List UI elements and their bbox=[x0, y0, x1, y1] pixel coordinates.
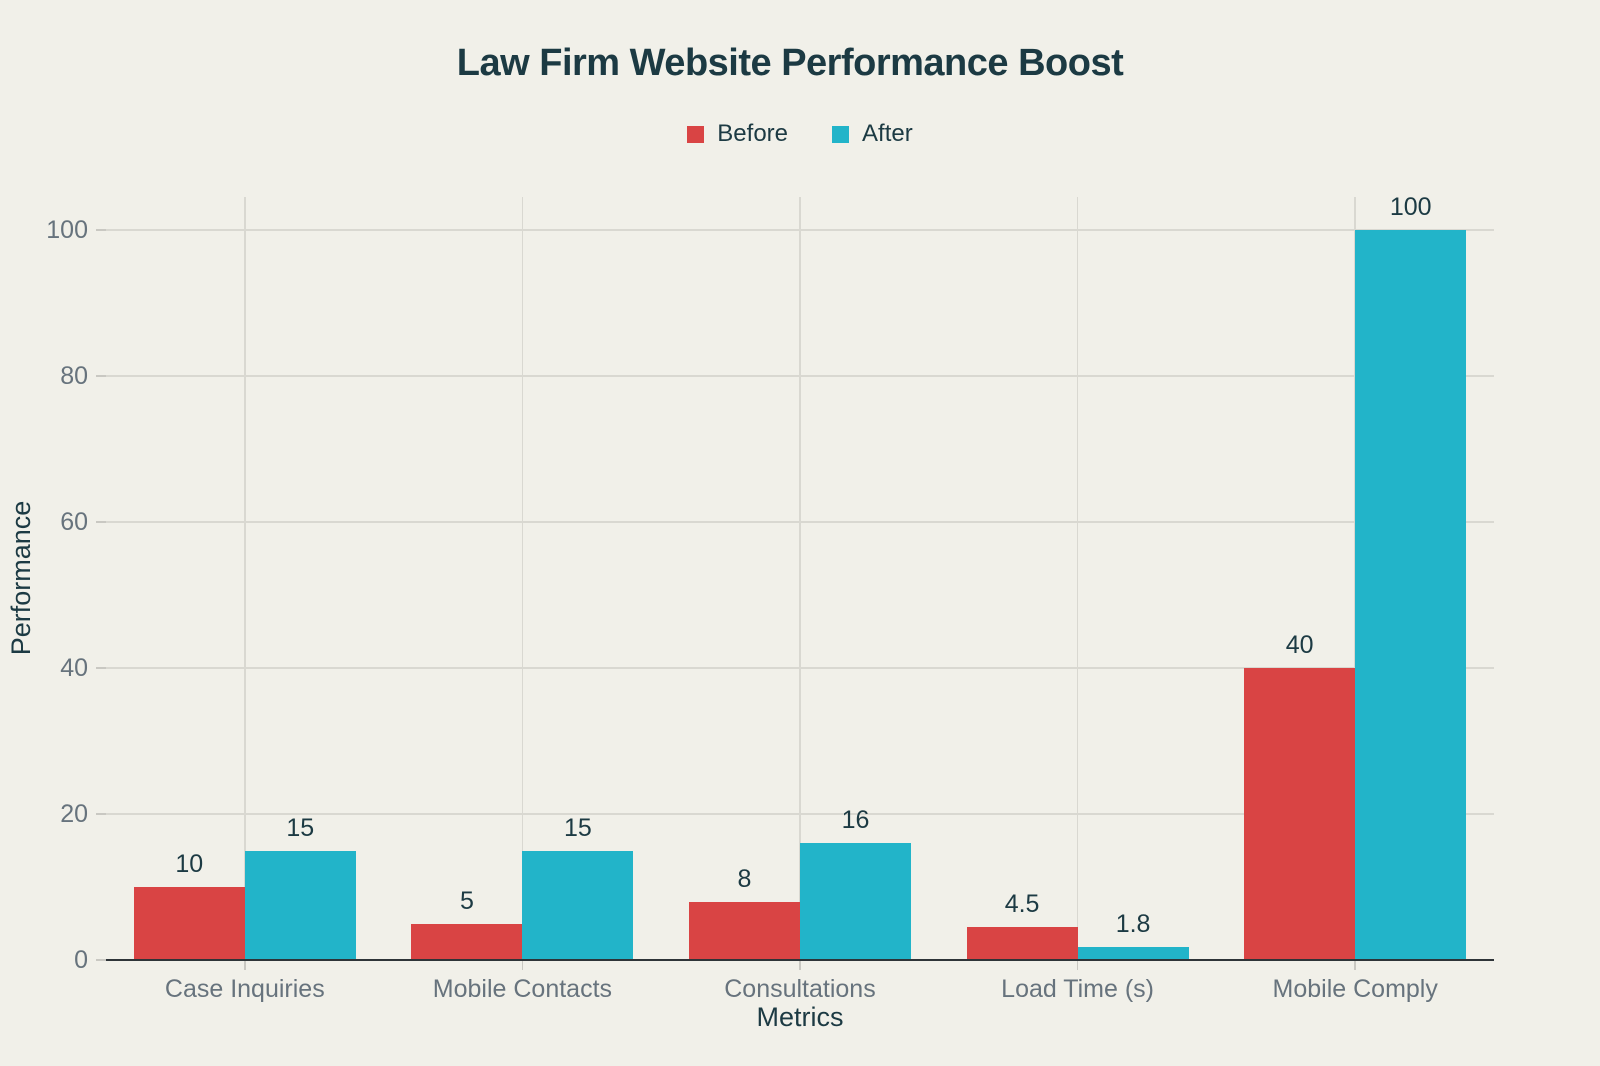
bar-value-label: 10 bbox=[175, 850, 204, 878]
bar-value-label: 16 bbox=[841, 806, 870, 835]
chart-title: Law Firm Website Performance Boost bbox=[456, 42, 1124, 84]
y-tick-label: 100 bbox=[46, 216, 88, 244]
x-category-label: Consultations bbox=[724, 975, 876, 1003]
x-gridline bbox=[521, 197, 524, 960]
bar-value-label: 15 bbox=[286, 813, 315, 842]
legend-label-after: After bbox=[862, 120, 913, 147]
x-axis-tick bbox=[244, 961, 246, 970]
bar-before-load-time-s bbox=[966, 927, 1078, 960]
bar-value-label: 4.5 bbox=[1004, 890, 1040, 919]
x-gridline bbox=[1076, 197, 1079, 960]
y-axis-tick bbox=[96, 375, 106, 377]
bar-before-case-inquiries bbox=[133, 887, 245, 960]
x-gridline bbox=[799, 197, 801, 960]
x-axis-tick bbox=[521, 961, 524, 970]
before-swatch-icon bbox=[687, 125, 705, 143]
y-axis-tick bbox=[96, 667, 106, 669]
x-gridline bbox=[244, 197, 246, 960]
bar-value-label: 40 bbox=[1285, 631, 1314, 659]
bar-value-label: 1.8 bbox=[1115, 909, 1151, 938]
bar-value-label: 100 bbox=[1389, 193, 1432, 221]
y-tick-label: 80 bbox=[60, 362, 88, 390]
bar-after-case-inquiries bbox=[244, 850, 356, 960]
y-axis-tick bbox=[96, 813, 106, 815]
bar-after-load-time-s bbox=[1077, 946, 1189, 960]
y-axis-title: Performance bbox=[6, 500, 36, 656]
y-axis-tick bbox=[96, 959, 106, 961]
x-category-label: Case Inquiries bbox=[164, 975, 325, 1003]
bar-after-consultations bbox=[800, 843, 911, 960]
bar-value-label: 8 bbox=[737, 864, 752, 893]
bar-before-mobile-comply bbox=[1244, 668, 1356, 960]
bar-after-mobile-comply bbox=[1355, 230, 1467, 960]
x-axis-tick bbox=[799, 961, 801, 970]
y-tick-label: 20 bbox=[60, 800, 88, 828]
legend-label-before: Before bbox=[717, 120, 789, 147]
bar-value-label: 5 bbox=[459, 886, 474, 915]
x-category-label: Mobile Contacts bbox=[432, 975, 613, 1003]
x-axis-title: Metrics bbox=[756, 1002, 844, 1032]
bar-before-consultations bbox=[689, 901, 800, 960]
y-tick-label: 60 bbox=[60, 508, 88, 536]
bar-after-mobile-contacts bbox=[522, 850, 634, 960]
legend-item-before[interactable]: Before bbox=[687, 120, 788, 148]
y-axis-tick bbox=[96, 229, 106, 231]
bar-value-label: 15 bbox=[563, 813, 592, 842]
legend: Before After bbox=[0, 120, 1600, 148]
bar-before-mobile-contacts bbox=[411, 923, 523, 960]
y-tick-label: 40 bbox=[60, 654, 88, 682]
x-category-label: Load Time (s) bbox=[1001, 975, 1155, 1003]
x-axis-line bbox=[106, 959, 1494, 961]
y-tick-label: 0 bbox=[74, 946, 88, 974]
x-category-label: Mobile Comply bbox=[1272, 975, 1438, 1003]
x-axis-tick bbox=[1076, 961, 1079, 970]
after-swatch-icon bbox=[832, 125, 850, 143]
x-axis-tick bbox=[1354, 961, 1356, 970]
legend-item-after[interactable]: After bbox=[832, 120, 913, 148]
y-axis-tick bbox=[96, 521, 106, 523]
